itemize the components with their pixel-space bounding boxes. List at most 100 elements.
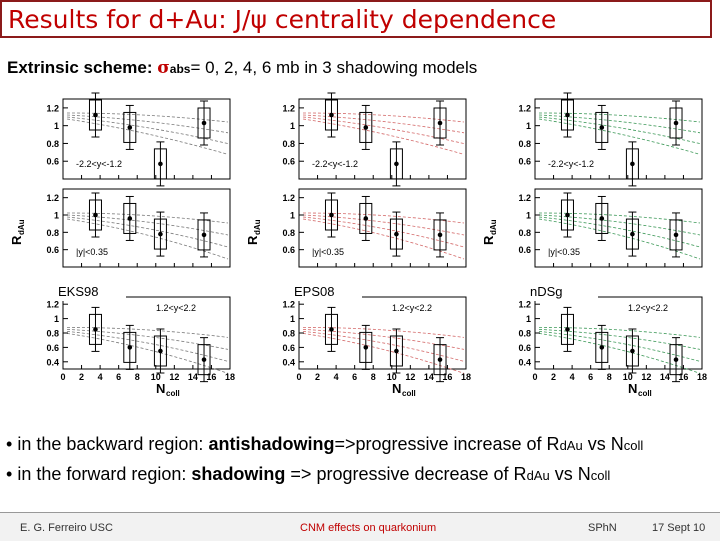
chart-panel-ndsg: 0.6 0.8 1 1.2 -2.2<y<-1.2 0.6 0.8 1 1.2 |y|<0.35 0…	[478, 85, 713, 400]
x-tick-label: 8	[135, 372, 140, 382]
sigma-symbol: σ	[157, 58, 170, 78]
bullet-bold: shadowing	[191, 464, 286, 484]
y-tick-label: 0.6	[282, 343, 295, 353]
rapidity-label: -2.2<y<-1.2	[548, 159, 594, 169]
model-curve	[302, 114, 465, 134]
model-curve	[302, 212, 465, 224]
model-label-background	[54, 283, 126, 301]
y-tick-label: 1.2	[518, 193, 531, 203]
x-tick-label: 4	[570, 372, 575, 382]
y-tick-label: 0.4	[46, 357, 59, 367]
y-axis-label-group: RdAu	[481, 219, 498, 245]
model-curve	[302, 216, 465, 248]
rapidity-label: |y|<0.35	[76, 247, 108, 257]
y-tick-label: 1	[54, 121, 59, 131]
data-point	[93, 327, 98, 332]
model-curve	[302, 112, 465, 123]
rapidity-label: -2.2<y<-1.2	[76, 159, 122, 169]
data-point	[673, 357, 679, 362]
bullet-text: in the forward region:	[12, 464, 192, 484]
x-tick-label: 14	[660, 372, 670, 382]
data-point	[437, 357, 443, 362]
plot-frame	[298, 98, 467, 180]
subtitle-suffix: = 0, 2, 4, 6 mb in 3 shadowing models	[190, 58, 478, 77]
bullet-sub: dAu	[559, 438, 583, 453]
x-tick-label: 14	[424, 372, 434, 382]
model-curve	[66, 216, 229, 248]
model-curve	[538, 329, 701, 350]
bullet-text: =>progressive increase of R	[334, 434, 560, 454]
data-point	[158, 161, 163, 167]
y-tick-label: 0.8	[518, 139, 531, 149]
plot-frame	[534, 188, 703, 268]
chart-panel-eks98: 0.6 0.8 1 1.2 -2.2<y<-1.2 0.6 0.8 1 1.2 |y|<0.35 0…	[6, 85, 241, 400]
model-curve	[66, 116, 229, 144]
x-tick-label: 4	[334, 372, 339, 382]
x-tick-label: 12	[169, 372, 179, 382]
data-point	[201, 120, 207, 126]
model-label-background	[526, 283, 598, 301]
bullet-mark: •	[6, 464, 13, 484]
y-tick-label: 1.2	[518, 300, 531, 310]
chart-eks98: 0.6 0.8 1 1.2 -2.2<y<-1.2 0.6 0.8 1 1.2 |y|<0.35 0…	[6, 85, 241, 400]
y-tick-label: 0.8	[46, 139, 59, 149]
chart-eps08: 0.6 0.8 1 1.2 -2.2<y<-1.2 0.6 0.8 1 1.2 |y|<0.35 0…	[242, 85, 477, 400]
bullet-backward: • in the backward region: antishadowing=…	[6, 430, 643, 460]
x-tick-label: 2	[551, 372, 556, 382]
y-tick-label: 1	[526, 211, 531, 221]
bullet-sub: coll	[590, 468, 611, 483]
subtitle-prefix: Extrinsic scheme:	[7, 58, 158, 77]
footer-date: 17 Sept 10	[652, 522, 706, 534]
data-point	[127, 345, 133, 350]
model-curve	[538, 216, 701, 248]
footer-author: E. G. Ferreiro USC	[20, 522, 113, 534]
model-curve	[66, 118, 229, 155]
x-tick-label: 6	[588, 372, 593, 382]
model-label-background	[290, 283, 362, 301]
data-point	[394, 348, 399, 354]
data-point	[363, 125, 369, 130]
x-tick-label: 16	[442, 372, 452, 382]
data-point	[363, 345, 369, 350]
x-tick-label: 18	[461, 372, 471, 382]
y-axis-label: R	[481, 235, 496, 245]
data-point	[437, 120, 443, 126]
y-tick-label: 1	[54, 314, 59, 324]
y-axis-label-sub: dAu	[489, 219, 498, 235]
rapidity-label: 1.2<y<2.2	[392, 303, 432, 313]
bullet-text: vs N	[582, 434, 624, 454]
y-tick-label: 0.8	[518, 228, 531, 238]
x-tick-label: 8	[607, 372, 612, 382]
data-point	[437, 232, 443, 238]
y-tick-label: 1	[54, 211, 59, 221]
plot-frame	[298, 188, 467, 268]
y-tick-label: 0.6	[46, 245, 59, 255]
data-point	[158, 348, 163, 354]
rapidity-label: |y|<0.35	[312, 247, 344, 257]
data-point	[599, 125, 605, 130]
x-axis-label: N	[392, 381, 401, 396]
x-tick-label: 18	[225, 372, 235, 382]
model-curve	[66, 212, 229, 224]
model-label: nDSg	[530, 284, 563, 299]
model-curve	[302, 329, 465, 350]
sigma-subscript: abs	[169, 62, 191, 76]
data-point	[599, 345, 605, 350]
model-curve	[538, 218, 701, 260]
model-curve	[66, 327, 229, 338]
y-tick-label: 0.6	[518, 245, 531, 255]
rapidity-label: 1.2<y<2.2	[156, 303, 196, 313]
y-tick-label: 0.6	[518, 157, 531, 167]
y-tick-label: 1.2	[282, 300, 295, 310]
x-axis-label-sub: coll	[166, 389, 180, 398]
x-tick-label: 16	[678, 372, 688, 382]
x-tick-label: 0	[296, 372, 301, 382]
model-curve	[66, 114, 229, 134]
model-curve	[302, 218, 465, 260]
bullet-mark: •	[6, 434, 13, 454]
x-tick-label: 18	[697, 372, 707, 382]
data-point	[630, 161, 635, 167]
y-tick-label: 0.4	[282, 357, 295, 367]
data-point	[329, 112, 334, 118]
y-tick-label: 0.8	[46, 329, 59, 339]
